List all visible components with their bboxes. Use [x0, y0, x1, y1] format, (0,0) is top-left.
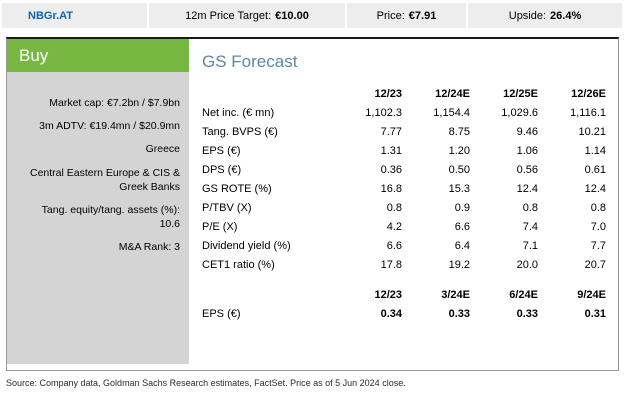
price-target-label: 12m Price Target: — [185, 9, 272, 22]
tang-equity-ratio: Tang. equity/tang. assets (%): 10.6 — [41, 203, 180, 231]
rating-badge: Buy — [7, 39, 189, 72]
annual-header-row: 12/23 12/24E 12/25E 12/26E — [202, 84, 606, 103]
upside-cell: Upside: 26.4% — [466, 3, 622, 28]
upside-value: 26.4% — [550, 9, 582, 22]
price-target-value: €10.00 — [275, 9, 309, 22]
column-header: 12/24E — [435, 87, 470, 100]
research-snapshot: NBGr.AT 12m Price Target: €10.00 Price: … — [0, 3, 624, 388]
table-row: CET1 ratio (%) 17.8 19.2 20.0 20.7 — [202, 255, 606, 274]
quarterly-eps-table: 12/23 3/24E 6/24E 9/24E EPS (€) 0.34 0.3… — [202, 285, 606, 323]
cell-value: 7.4 — [522, 220, 538, 233]
table-row: Dividend yield (%) 6.6 6.4 7.1 7.7 — [202, 236, 606, 255]
price-cell: Price: €7.91 — [345, 3, 466, 28]
cell-value: 17.8 — [380, 258, 402, 271]
cell-value: 4.2 — [386, 220, 402, 233]
cell-value: 1.06 — [516, 144, 538, 157]
cell-value: 7.7 — [590, 239, 606, 252]
cell-value: 1,029.6 — [501, 106, 538, 119]
quarterly-header-row: 12/23 3/24E 6/24E 9/24E — [202, 285, 606, 304]
price-summary-bar: NBGr.AT 12m Price Target: €10.00 Price: … — [2, 3, 622, 28]
cell-value: 1,116.1 — [570, 106, 606, 119]
cell-value: 0.33 — [448, 307, 470, 320]
company-sidebar: Buy Market cap: €7.2bn / $7.9bn 3m ADTV:… — [7, 39, 189, 370]
table-row: EPS (€) 0.34 0.33 0.33 0.31 — [202, 304, 606, 323]
column-header: 3/24E — [441, 288, 470, 301]
table-row: P/TBV (X) 0.8 0.9 0.8 0.8 — [202, 198, 606, 217]
snapshot-box: Buy Market cap: €7.2bn / $7.9bn 3m ADTV:… — [6, 37, 619, 371]
cell-value: 0.9 — [454, 201, 470, 214]
ticker-cell: NBGr.AT — [2, 3, 147, 28]
row-label: DPS (€) — [202, 163, 242, 176]
cell-value: 9.46 — [516, 125, 538, 138]
cell-value: 0.56 — [516, 163, 538, 176]
row-label: EPS (€) — [202, 144, 241, 157]
cell-value: 16.8 — [380, 182, 402, 195]
cell-value: 0.8 — [590, 201, 606, 214]
cell-value: 0.50 — [448, 163, 470, 176]
table-row: GS ROTE (%) 16.8 15.3 12.4 12.4 — [202, 179, 606, 198]
column-header: 12/25E — [503, 87, 538, 100]
cell-value: 0.61 — [584, 163, 606, 176]
table-row: Net inc. (€ mn) 1,102.3 1,154.4 1,029.6 … — [202, 103, 606, 122]
cell-value: 6.4 — [454, 239, 470, 252]
cell-value: 10.21 — [578, 125, 606, 138]
table-row: EPS (€) 1.31 1.20 1.06 1.14 — [202, 141, 606, 160]
country: Greece — [145, 143, 180, 156]
cell-value: 0.8 — [386, 201, 402, 214]
cell-value: 1,154.4 — [433, 106, 470, 119]
cell-value: 1,102.3 — [365, 106, 402, 119]
cell-value: 7.0 — [590, 220, 606, 233]
forecast-title: GS Forecast — [202, 52, 298, 71]
table-row: DPS (€) 0.36 0.50 0.56 0.61 — [202, 160, 606, 179]
company-info-panel: Market cap: €7.2bn / $7.9bn 3m ADTV: €19… — [7, 72, 189, 364]
table-row: P/E (X) 4.2 6.6 7.4 7.0 — [202, 217, 606, 236]
cell-value: 15.3 — [448, 182, 470, 195]
market-cap: Market cap: €7.2bn / $7.9bn — [49, 97, 180, 109]
cell-value: 1.14 — [584, 144, 606, 157]
cell-value: 0.36 — [380, 163, 402, 176]
column-header: 6/24E — [509, 288, 538, 301]
row-label: P/E (X) — [202, 220, 238, 233]
cell-value: 6.6 — [454, 220, 470, 233]
cell-value: 7.77 — [380, 125, 402, 138]
source-footnote: Source: Company data, Goldman Sachs Rese… — [6, 378, 406, 388]
price-value: €7.91 — [408, 9, 437, 22]
adtv: 3m ADTV: €19.4mn / $20.9mn — [39, 120, 180, 133]
column-header: 12/23 — [374, 87, 402, 100]
cell-value: 19.2 — [448, 258, 470, 271]
row-label: Dividend yield (%) — [202, 239, 291, 252]
upside-label: Upside: — [508, 9, 547, 22]
row-label: CET1 ratio (%) — [202, 258, 275, 271]
cell-value: 0.33 — [516, 307, 538, 320]
column-header: 12/26E — [571, 87, 606, 100]
ticker-link[interactable]: NBGr.AT — [28, 9, 74, 22]
cell-value: 12.4 — [584, 182, 606, 195]
price-target-cell: 12m Price Target: €10.00 — [147, 3, 345, 28]
row-label: Tang. BVPS (€) — [202, 125, 278, 138]
cell-value: 1.20 — [448, 144, 470, 157]
cell-value: 0.31 — [584, 307, 606, 320]
cell-value: 20.0 — [516, 258, 538, 271]
row-label: Net inc. (€ mn) — [202, 106, 275, 119]
row-label: EPS (€) — [202, 307, 241, 320]
cell-value: 20.7 — [584, 258, 606, 271]
row-label: P/TBV (X) — [202, 201, 252, 214]
row-label: GS ROTE (%) — [202, 182, 272, 195]
column-header: 9/24E — [577, 288, 606, 301]
column-header: 12/23 — [374, 288, 402, 301]
cell-value: 0.34 — [380, 307, 402, 320]
cell-value: 6.6 — [386, 239, 402, 252]
forecast-panel: GS Forecast 12/23 12/24E 12/25E 12/26E N… — [189, 39, 618, 370]
price-label: Price: — [376, 9, 405, 22]
cell-value: 1.31 — [380, 144, 402, 157]
cell-value: 12.4 — [516, 182, 538, 195]
cell-value: 7.1 — [522, 239, 538, 252]
ma-rank: M&A Rank: 3 — [118, 241, 180, 254]
table-row: Tang. BVPS (€) 7.77 8.75 9.46 10.21 — [202, 122, 606, 141]
cell-value: 0.8 — [522, 201, 538, 214]
coverage-group: Central Eastern Europe & CIS & Greek Ban… — [30, 166, 180, 193]
cell-value: 8.75 — [448, 125, 470, 138]
annual-forecast-table: 12/23 12/24E 12/25E 12/26E Net inc. (€ m… — [202, 84, 606, 274]
